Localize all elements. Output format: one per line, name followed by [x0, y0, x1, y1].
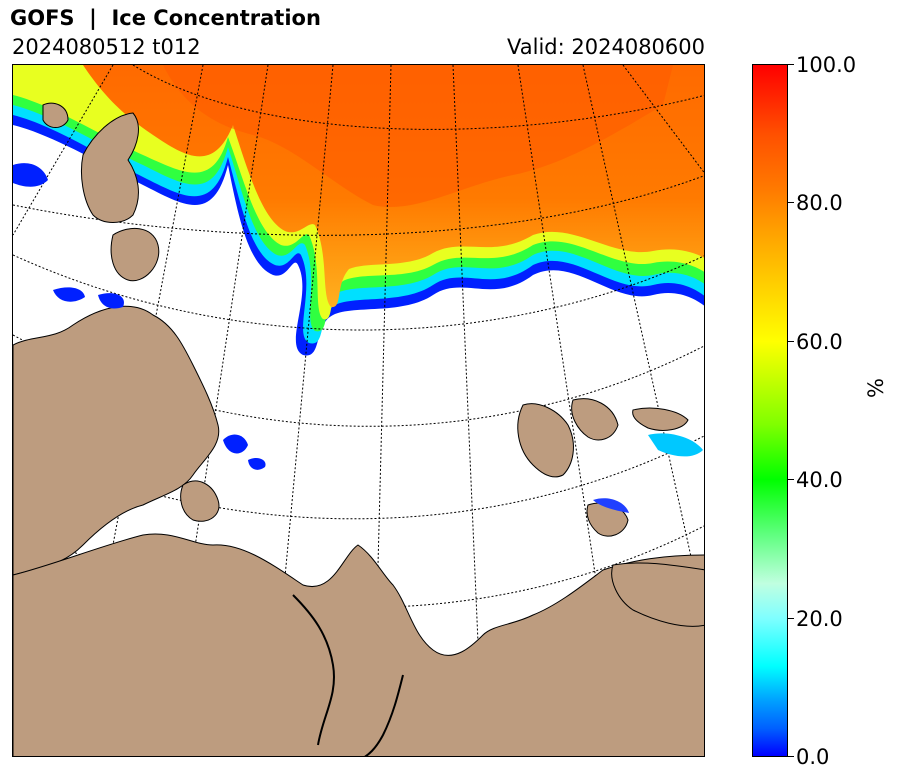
- colorbar-label-100: 100.0: [796, 53, 857, 77]
- colorbar-tick: [788, 479, 794, 480]
- pack-ice-core: [163, 65, 673, 208]
- colorbar-label-0: 0.0: [796, 745, 830, 769]
- colorbar-tick: [788, 618, 794, 619]
- valid-label: Valid: 2024080600: [507, 35, 705, 59]
- colorbar-label-20: 20.0: [796, 607, 843, 631]
- ice-patches: [13, 163, 703, 513]
- colorbar: [752, 64, 788, 757]
- colorbar-label-40: 40.0: [796, 468, 843, 492]
- colorbar-tick: [788, 341, 794, 342]
- colorbar-unit: %: [864, 378, 888, 398]
- run-label: 2024080512 t012: [12, 35, 201, 59]
- colorbar-label-80: 80.0: [796, 191, 843, 215]
- rivers: [292, 594, 404, 756]
- colorbar-tick: [788, 202, 794, 203]
- land: [13, 102, 704, 756]
- colorbar-tick: [788, 64, 794, 65]
- colorbar-tick: [788, 756, 794, 757]
- map-canvas: [13, 65, 704, 756]
- map-title: GOFS | Ice Concentration: [10, 6, 321, 30]
- ice-concentration-map: [12, 64, 705, 757]
- colorbar-label-60: 60.0: [796, 330, 843, 354]
